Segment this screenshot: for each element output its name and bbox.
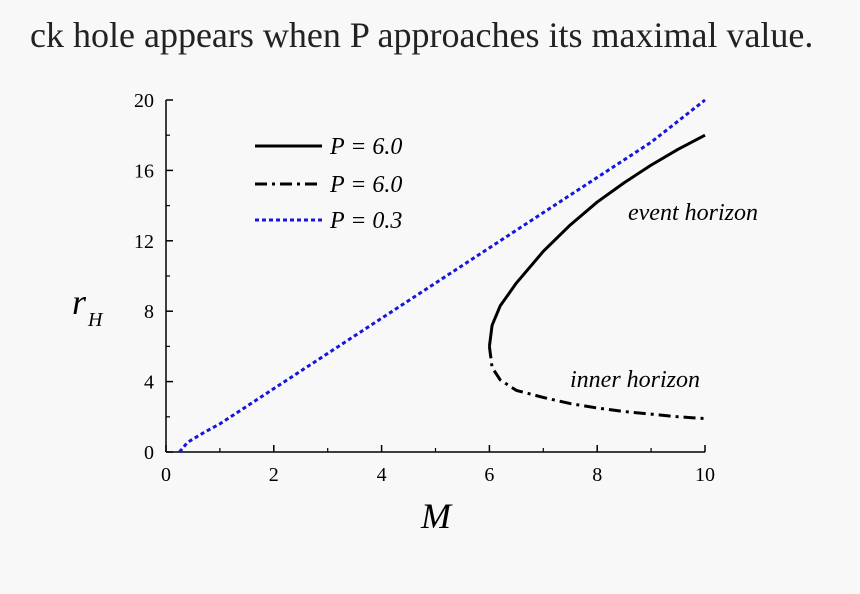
series-layer [178, 98, 706, 453]
x-tick-label-2: 4 [377, 464, 387, 486]
legend-label-1: P = 6.0 [329, 134, 402, 160]
legend-label-2: P = 6.0 [329, 172, 402, 198]
series-line-1 [487, 133, 706, 347]
y-tick-label-3: 12 [134, 231, 154, 253]
y-tick-label-0: 0 [144, 442, 154, 464]
x-tick-label-5: 10 [695, 464, 715, 486]
y-tick-label-1: 4 [144, 372, 154, 394]
x-tick-label-3: 6 [484, 464, 494, 486]
top-text: ck hole appears when P approaches its ma… [30, 15, 813, 55]
y-tick-label-5: 20 [134, 90, 154, 112]
series-line-3 [178, 98, 706, 453]
y-tick-label-2: 8 [144, 301, 154, 323]
x-tick-label-4: 8 [592, 464, 602, 486]
y-axis-label: r [72, 282, 87, 322]
x-axis-label: M [420, 496, 453, 536]
series-line-2 [487, 346, 706, 421]
y-axis-label-subscript: H [87, 309, 104, 331]
x-tick-label-1: 2 [269, 464, 279, 486]
annotation-inner-horizon: inner horizon [570, 367, 700, 393]
legend-label-3: P = 0.3 [329, 208, 402, 234]
legend: P = 6.0 P = 6.0 P = 0.3 [255, 134, 402, 234]
y-tick-label-4: 16 [134, 160, 154, 182]
ticks-layer: 0 2 4 6 8 10 0 4 8 12 16 20 [134, 90, 715, 486]
annotation-event-horizon: event horizon [628, 200, 758, 226]
x-tick-label-0: 0 [161, 464, 171, 486]
